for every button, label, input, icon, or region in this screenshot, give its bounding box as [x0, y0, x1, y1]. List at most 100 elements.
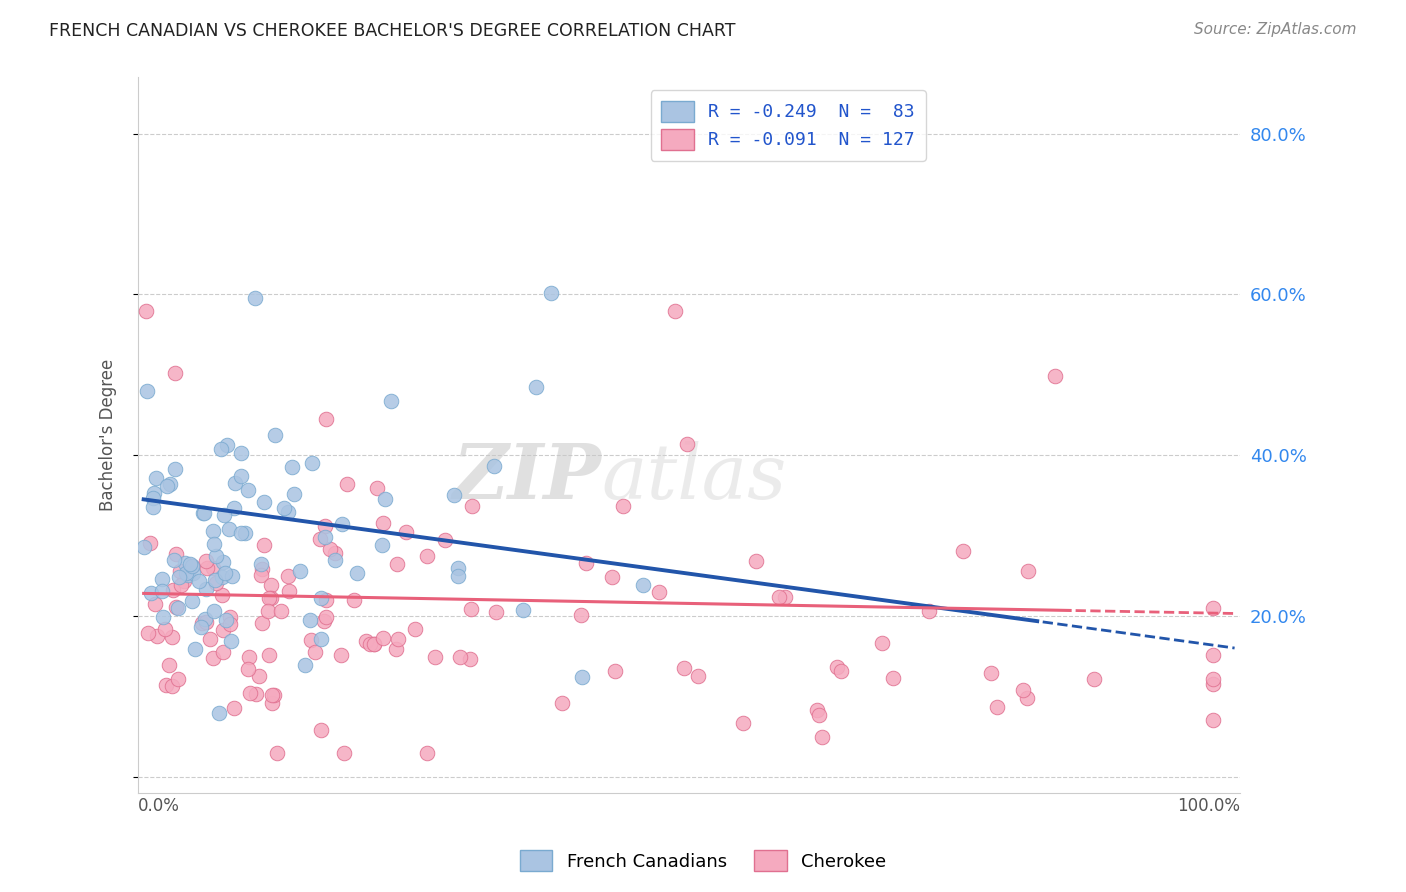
Point: [371, 538, 394, 552]
Point: [569, 608, 592, 623]
Point: [314, 614, 336, 628]
Point: [314, 519, 336, 533]
Point: [214, 566, 236, 581]
Point: [165, 462, 187, 476]
Point: [139, 586, 162, 600]
Point: [1202, 672, 1225, 686]
Point: [825, 660, 848, 674]
Point: [551, 696, 574, 710]
Point: [211, 442, 233, 457]
Point: [281, 459, 304, 474]
Point: [132, 541, 155, 555]
Point: [540, 285, 562, 300]
Point: [301, 456, 323, 470]
Point: [363, 637, 385, 651]
Point: [1011, 683, 1033, 698]
Point: [174, 566, 197, 581]
Point: [195, 561, 218, 575]
Point: [631, 578, 654, 592]
Point: [277, 569, 299, 583]
Point: [150, 584, 173, 599]
Point: [160, 678, 183, 692]
Point: [395, 524, 418, 539]
Legend: R = -0.249  N =  83, R = -0.091  N = 127: R = -0.249 N = 83, R = -0.091 N = 127: [651, 90, 927, 161]
Point: [336, 476, 359, 491]
Point: [404, 622, 426, 636]
Point: [202, 537, 225, 551]
Point: [143, 597, 166, 611]
Point: [1202, 601, 1225, 615]
Point: [262, 696, 284, 710]
Text: ZIP: ZIP: [453, 441, 600, 515]
Point: [387, 632, 409, 647]
Point: [167, 601, 190, 615]
Point: [257, 648, 280, 663]
Point: [262, 688, 284, 702]
Point: [222, 700, 245, 714]
Point: [233, 526, 256, 541]
Point: [1043, 368, 1066, 383]
Point: [250, 562, 273, 576]
Point: [250, 568, 273, 582]
Point: [458, 652, 481, 666]
Point: [163, 366, 186, 380]
Point: [215, 613, 238, 627]
Point: [811, 731, 834, 745]
Point: [775, 591, 797, 605]
Point: [150, 572, 173, 586]
Point: [1202, 713, 1225, 727]
Point: [366, 481, 388, 495]
Point: [277, 583, 299, 598]
Point: [512, 603, 534, 617]
Point: [165, 547, 187, 561]
Point: [342, 592, 364, 607]
Point: [460, 602, 482, 616]
Point: [218, 522, 240, 536]
Point: [221, 569, 243, 583]
Point: [152, 610, 174, 624]
Point: [443, 488, 465, 502]
Point: [212, 623, 235, 637]
Point: [385, 558, 408, 572]
Point: [270, 604, 292, 618]
Point: [187, 574, 209, 589]
Point: [449, 650, 471, 665]
Point: [211, 588, 233, 602]
Point: [219, 617, 242, 632]
Point: [155, 678, 177, 692]
Point: [138, 536, 160, 550]
Point: [201, 561, 224, 575]
Text: atlas: atlas: [600, 441, 786, 515]
Point: [768, 591, 790, 605]
Point: [257, 591, 280, 605]
Point: [1083, 672, 1105, 686]
Point: [1202, 648, 1225, 662]
Point: [273, 500, 295, 515]
Point: [371, 631, 394, 645]
Point: [882, 671, 904, 685]
Point: [323, 553, 346, 567]
Point: [195, 582, 218, 597]
Point: [170, 578, 193, 592]
Point: [575, 556, 598, 570]
Point: [288, 565, 311, 579]
Point: [229, 446, 252, 460]
Point: [253, 538, 276, 552]
Point: [173, 557, 195, 571]
Point: [277, 505, 299, 519]
Point: [212, 508, 235, 523]
Point: [236, 662, 259, 676]
Text: FRENCH CANADIAN VS CHEROKEE BACHELOR'S DEGREE CORRELATION CHART: FRENCH CANADIAN VS CHEROKEE BACHELOR'S D…: [49, 22, 735, 40]
Point: [918, 604, 941, 618]
Point: [612, 499, 634, 513]
Point: [1015, 690, 1038, 705]
Point: [686, 669, 709, 683]
Point: [299, 633, 322, 648]
Point: [229, 469, 252, 483]
Point: [264, 427, 287, 442]
Point: [250, 557, 273, 571]
Point: [204, 573, 226, 587]
Point: [181, 558, 204, 573]
Point: [332, 746, 354, 760]
Point: [446, 569, 468, 583]
